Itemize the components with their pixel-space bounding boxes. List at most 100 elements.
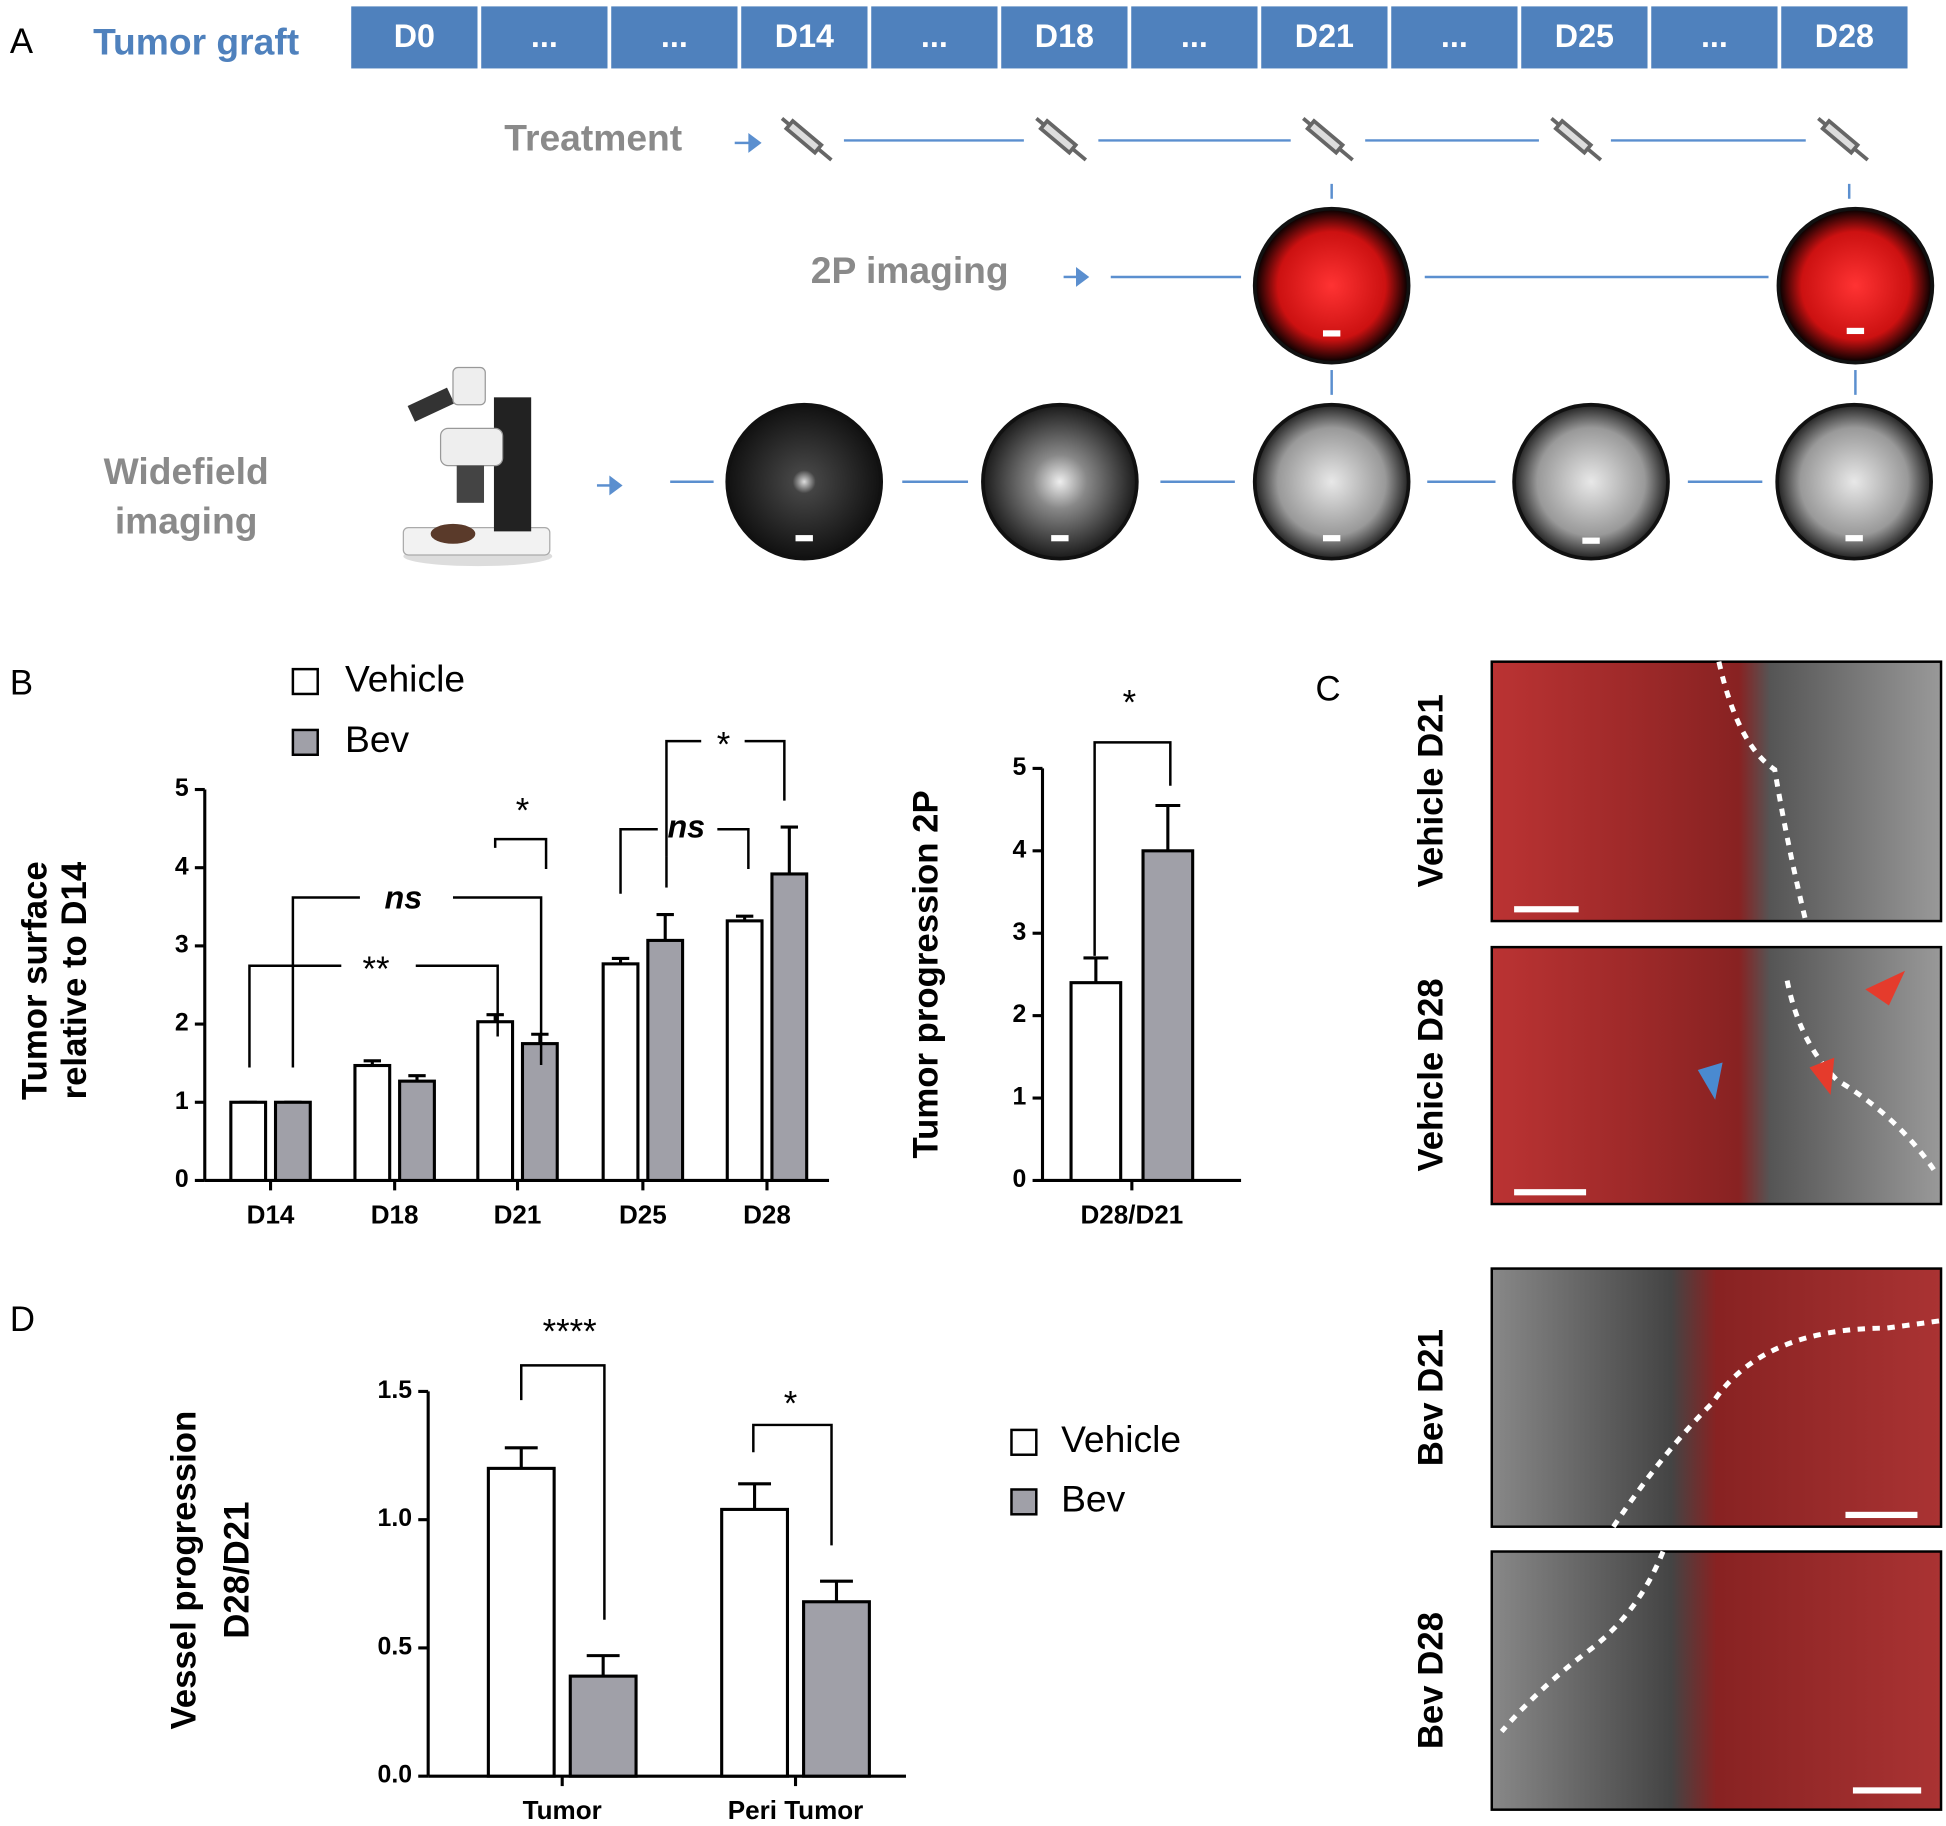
two-photon-images xyxy=(1252,206,1935,365)
y-tick-label: 0.5 xyxy=(378,1633,413,1660)
timeline-day: D21 xyxy=(1295,18,1354,54)
bar xyxy=(601,962,640,1183)
bar xyxy=(486,1466,556,1778)
bar xyxy=(273,1100,312,1183)
y-tick-label: 5 xyxy=(1013,754,1027,781)
y-tick-label: 1 xyxy=(1013,1084,1027,1111)
significance-bracket xyxy=(291,896,360,1068)
x-tick-label: D28/D21 xyxy=(1080,1199,1183,1229)
y-tick-label: 1.5 xyxy=(378,1377,413,1404)
timeline-cell xyxy=(741,6,868,69)
significance-bracket xyxy=(752,1423,833,1546)
panel-letter: D xyxy=(10,1301,35,1339)
legend-swatch xyxy=(1010,1428,1038,1456)
timeline-cell xyxy=(1131,6,1258,69)
y-tick-label: 0 xyxy=(175,1166,189,1193)
image-label: Vehicle D21 xyxy=(1413,694,1451,887)
y-tick-label: 4 xyxy=(175,853,189,880)
timeline-cell xyxy=(1001,6,1128,69)
timeline-day: ... xyxy=(661,18,688,54)
significance-label: ** xyxy=(363,951,390,989)
significance-bracket xyxy=(493,837,548,869)
timeline-day: D0 xyxy=(394,18,435,54)
bar xyxy=(568,1674,638,1778)
bar xyxy=(353,1063,392,1183)
timeline-cell xyxy=(1391,6,1518,69)
image-label: Bev D21 xyxy=(1413,1329,1451,1466)
significance-bracket xyxy=(665,739,702,857)
significance-label: * xyxy=(516,792,530,830)
x-tick-label: Peri Tumor xyxy=(728,1795,864,1825)
bar xyxy=(1069,981,1123,1183)
y-tick-label: 1.0 xyxy=(378,1505,412,1532)
y-tick-label: 1 xyxy=(175,1088,189,1115)
timeline-cell xyxy=(351,6,478,69)
row-label: Widefield xyxy=(104,450,269,492)
bar xyxy=(398,1079,436,1183)
timeline-day: ... xyxy=(1441,18,1468,54)
timeline-day: ... xyxy=(921,18,948,54)
timeline-cell xyxy=(871,6,998,69)
bar xyxy=(725,919,764,1183)
legend-swatch xyxy=(291,728,319,757)
legend-label: Bev xyxy=(345,718,410,760)
y-tick-label: 3 xyxy=(1013,919,1027,946)
scale-bars xyxy=(795,535,1863,544)
panel-letter: B xyxy=(10,664,33,702)
significance-bracket xyxy=(520,1364,606,1620)
significance-label: * xyxy=(784,1385,798,1423)
significance-bracket xyxy=(452,896,543,1066)
x-tick-label: D28 xyxy=(743,1199,791,1229)
row-label: imaging xyxy=(115,500,258,542)
significance-label: ns xyxy=(385,879,423,915)
timeline-cell xyxy=(1521,6,1648,69)
y-axis-label: relative to D14 xyxy=(56,861,94,1099)
row-label: Treatment xyxy=(504,116,682,158)
widefield-images xyxy=(725,402,1933,561)
significance-bracket xyxy=(619,827,658,894)
x-tick-label: D21 xyxy=(494,1199,542,1229)
legend-label: Bev xyxy=(1061,1478,1126,1520)
y-tick-label: 4 xyxy=(1013,836,1027,863)
panel-letter: C xyxy=(1316,671,1341,709)
timeline-cell xyxy=(1261,6,1388,69)
significance-bracket xyxy=(1093,741,1172,956)
y-tick-label: 5 xyxy=(175,775,189,802)
y-axis-label: Vessel progression xyxy=(165,1411,203,1730)
bar xyxy=(520,1042,559,1183)
y-axis-label: Tumor surface xyxy=(16,861,54,1100)
bar xyxy=(476,1020,515,1183)
legend-label: Vehicle xyxy=(1061,1418,1181,1460)
legend-swatch xyxy=(1010,1488,1038,1516)
y-tick-label: 2 xyxy=(175,1010,189,1037)
significance-label: * xyxy=(1123,684,1137,722)
timeline-cell xyxy=(481,6,608,69)
row-label: 2P imaging xyxy=(811,249,1009,291)
image-label: Bev D28 xyxy=(1413,1612,1451,1749)
timeline-day: D18 xyxy=(1035,18,1094,54)
y-tick-label: 0.0 xyxy=(378,1762,412,1789)
significance-bracket xyxy=(717,827,750,869)
timeline-day: D14 xyxy=(775,18,834,54)
timeline-day: ... xyxy=(1181,18,1208,54)
panel-letter: A xyxy=(10,23,34,61)
bar xyxy=(646,938,685,1183)
timeline-cell xyxy=(1651,6,1778,69)
bar xyxy=(229,1100,268,1183)
x-tick-label: Tumor xyxy=(523,1795,602,1825)
vessel-images xyxy=(1490,660,1943,1811)
y-tick-label: 2 xyxy=(1013,1001,1027,1028)
bar xyxy=(1141,849,1195,1183)
image-label: Vehicle D28 xyxy=(1413,978,1451,1171)
y-axis-label: Tumor progression 2P xyxy=(907,790,945,1158)
timeline-cell xyxy=(1781,6,1908,69)
timeline-day: D28 xyxy=(1815,18,1874,54)
graft-label: Tumor graft xyxy=(93,21,299,63)
timeline-day: ... xyxy=(1701,18,1728,54)
timeline-cell xyxy=(611,6,738,69)
significance-bracket xyxy=(744,739,786,801)
microscope xyxy=(402,366,553,567)
